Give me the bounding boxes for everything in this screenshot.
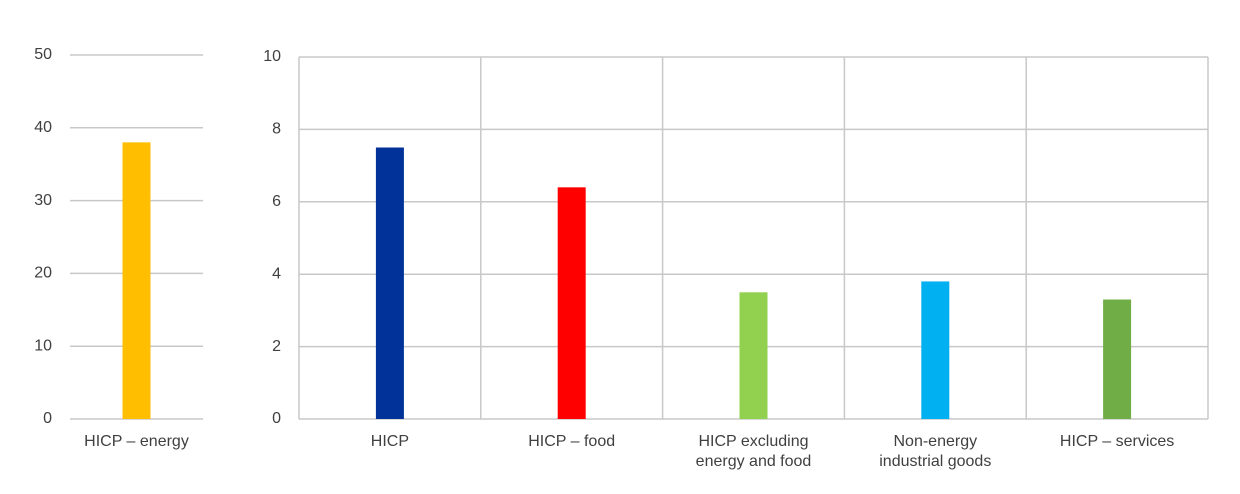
bar: [1103, 299, 1132, 419]
bar: [739, 292, 768, 419]
y-tick-label: 2: [272, 338, 281, 355]
y-tick-label: 40: [34, 119, 52, 136]
y-tick-label: 0: [272, 410, 281, 427]
x-tick-label: HICP: [370, 433, 409, 450]
y-tick-label: 20: [34, 265, 52, 282]
y-tick-label: 30: [34, 192, 52, 209]
y-tick-label: 10: [34, 337, 52, 354]
bar: [122, 142, 151, 420]
bar: [921, 281, 950, 419]
x-tick-label: HICP – energy: [84, 433, 189, 450]
x-tick-label: Non-energy industrial goods: [879, 433, 992, 470]
y-tick-label: 8: [272, 121, 281, 138]
y-tick-label: 0: [43, 410, 52, 427]
bar: [375, 147, 404, 419]
x-tick-label: HICP – services: [1059, 433, 1175, 450]
bar: [557, 187, 586, 419]
y-tick-label: 4: [272, 265, 281, 282]
y-tick-label: 10: [263, 48, 281, 65]
y-tick-label: 50: [34, 46, 52, 63]
x-tick-label: HICP excluding energy and food: [695, 433, 812, 470]
x-tick-label: HICP – food: [528, 433, 616, 450]
y-tick-label: 6: [272, 193, 281, 210]
